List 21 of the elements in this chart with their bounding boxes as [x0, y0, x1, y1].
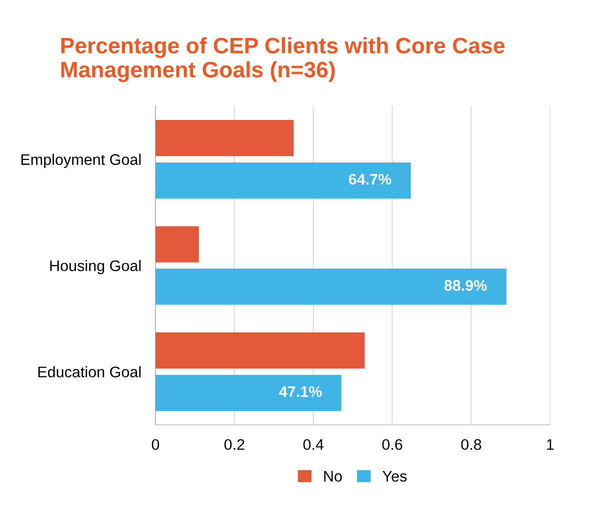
bar: [155, 332, 365, 369]
x-tick-label: 1: [547, 439, 554, 450]
bar: [155, 120, 294, 156]
x-tick-label: 0.6: [382, 439, 402, 450]
x-tick-label: 0: [152, 439, 160, 450]
x-tick-label: 0.2: [224, 439, 244, 450]
data-label: 64.7%: [348, 174, 392, 185]
y-tick-label: Education Goal: [38, 366, 141, 378]
chart-title: Percentage of CEP Clients with Core Case Management Goals (n=36): [61, 37, 504, 82]
x-tick-label: 0.8: [461, 439, 482, 450]
data-label: 88.9%: [444, 280, 487, 291]
bar: [155, 374, 342, 411]
x-tick-label: 0.4: [303, 439, 324, 450]
y-tick-label: Housing Goal: [50, 260, 141, 274]
bar: [155, 162, 411, 199]
legend-label: Yes: [382, 470, 407, 482]
data-label: 47.1%: [279, 386, 322, 398]
legend-label: No: [324, 470, 342, 482]
bar: [155, 268, 506, 305]
y-tick-label: Employment Goal: [21, 154, 141, 168]
bar: [155, 226, 199, 262]
